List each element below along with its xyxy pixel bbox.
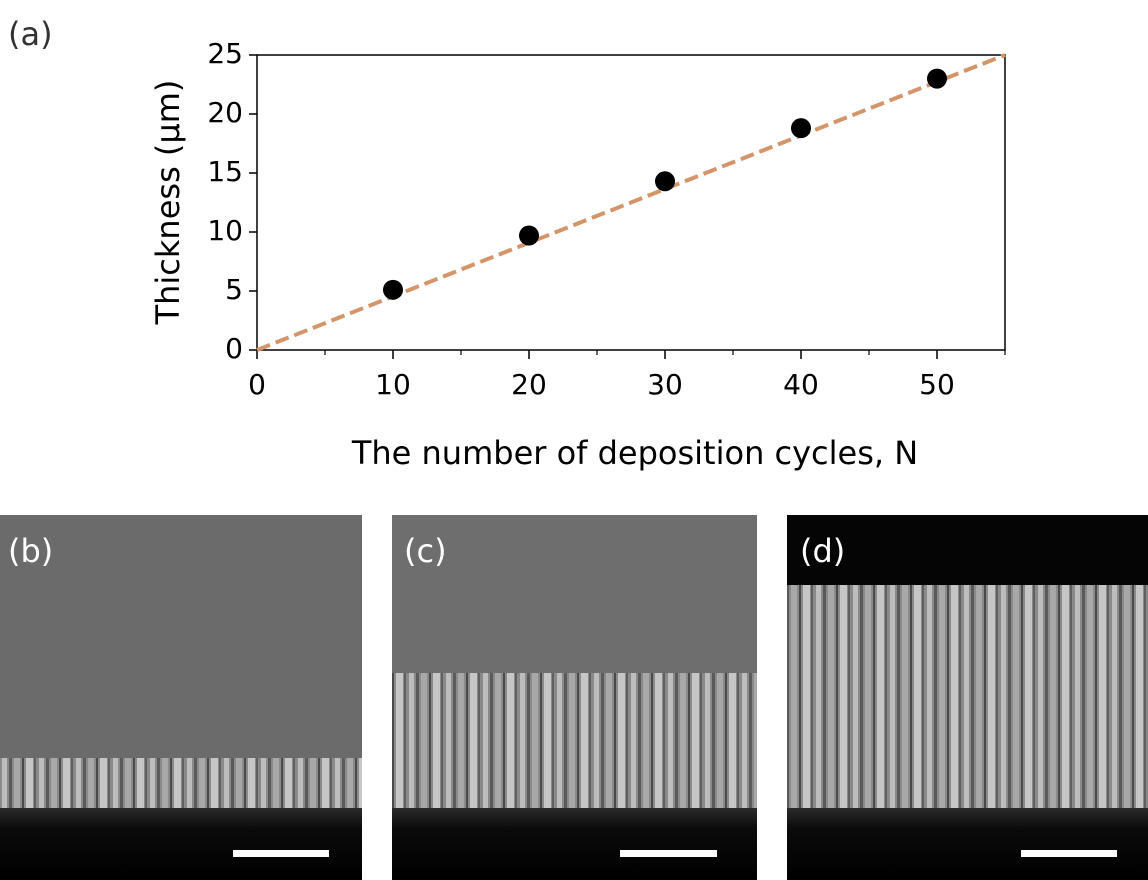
sem-image-b <box>0 515 362 880</box>
scale-bar <box>1021 850 1117 857</box>
y-tick-label: 5 <box>225 273 243 306</box>
sem-image-d <box>787 515 1148 880</box>
y-tick-label: 15 <box>207 155 243 188</box>
x-tick-label: 10 <box>375 368 411 401</box>
image-label: (c) <box>404 532 447 570</box>
x-tick-label: 50 <box>919 368 955 401</box>
data-point <box>791 118 811 139</box>
image-label: (d) <box>800 532 845 570</box>
x-tick-label: 40 <box>783 368 819 401</box>
x-tick-label: 0 <box>248 368 266 401</box>
y-axis-label: Thickness (μm) <box>149 80 187 326</box>
x-tick-label: 20 <box>511 368 547 401</box>
fit-line <box>256 53 1006 352</box>
data-point <box>927 68 947 89</box>
panel-label: (a) <box>8 15 53 53</box>
scale-bar <box>233 850 329 857</box>
y-tick-label: 10 <box>207 214 243 247</box>
y-tick-label: 25 <box>207 37 243 70</box>
y-tick-label: 0 <box>225 332 243 365</box>
x-axis-label: The number of deposition cycles, N <box>351 434 918 472</box>
y-tick-label: 20 <box>207 96 243 129</box>
data-point <box>519 225 539 246</box>
image-label: (b) <box>8 532 53 570</box>
plot-frame <box>256 54 1006 351</box>
data-point <box>655 171 675 192</box>
sem-image-c <box>392 515 757 880</box>
data-point <box>383 279 403 300</box>
scale-bar <box>620 850 717 857</box>
x-tick-label: 30 <box>647 368 683 401</box>
